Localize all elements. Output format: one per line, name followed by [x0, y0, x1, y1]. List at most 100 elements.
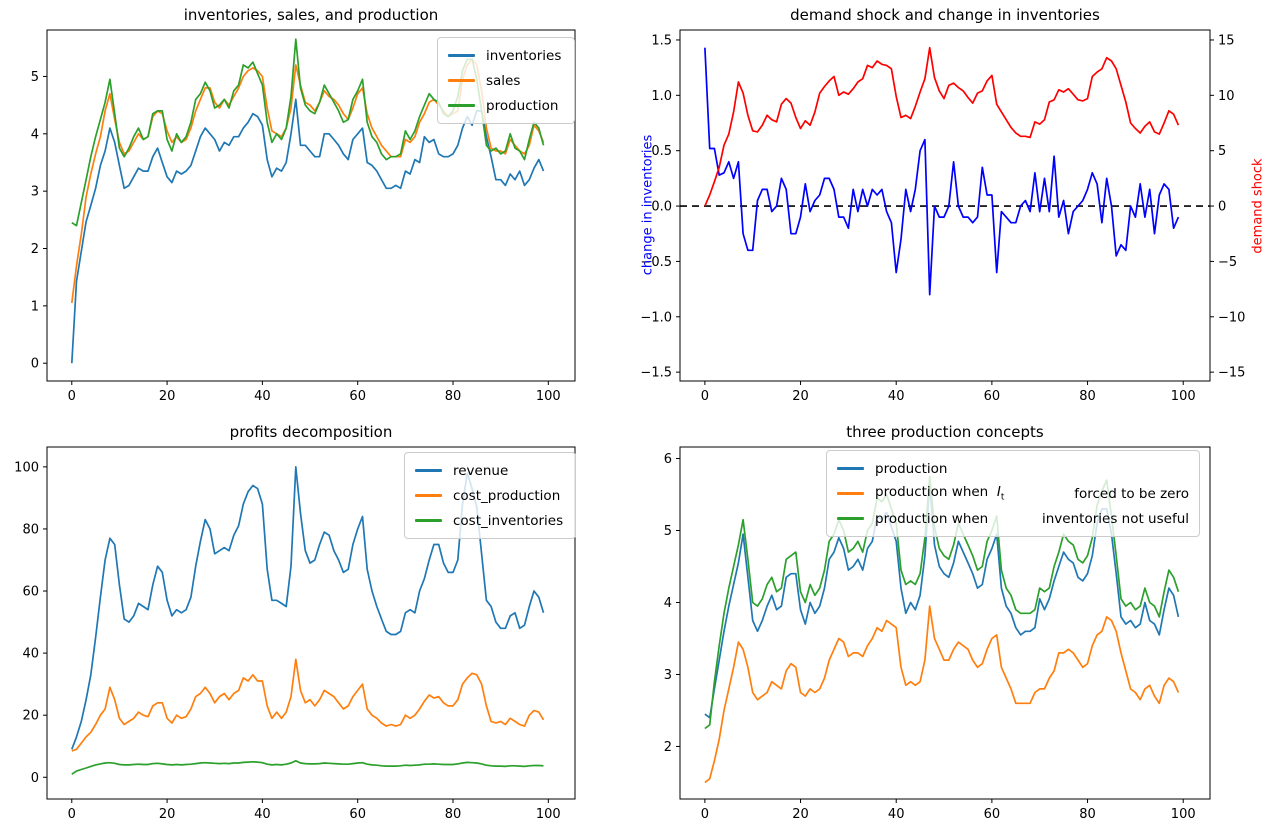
y-tick-label: 40 — [22, 647, 39, 662]
y-tick-label: −0.5 — [640, 255, 672, 270]
axes-spines — [46, 446, 576, 800]
x-tick-label: 0 — [701, 389, 709, 404]
legend-item-cost-inventories: cost_inventories — [415, 508, 565, 533]
legend-line-swatch-inventories — [448, 54, 475, 57]
y-tick-label: 2 — [31, 242, 39, 257]
legend-label: inventories — [486, 47, 562, 64]
legend-label: revenue — [453, 462, 509, 479]
chart-title-three-production-concepts: three production concepts — [846, 423, 1044, 441]
x-tick-label: 40 — [254, 389, 271, 404]
y-tick-label: 1.0 — [651, 89, 672, 104]
x-tick-label: 40 — [888, 807, 905, 822]
x-tick-label: 20 — [159, 807, 176, 822]
production-when-inventories-forced-to-be-zero-line — [704, 605, 1180, 784]
x-tick-label: 20 — [792, 807, 809, 822]
y-tick-label: 1 — [31, 299, 39, 314]
legend-line-swatch-production-not-useful — [837, 517, 864, 520]
legend-label: production when — [875, 510, 989, 527]
legend-label: production when It — [875, 484, 1005, 503]
y-tick-label: 5 — [664, 524, 672, 539]
y-axis-label-demand-shock: demand shock — [1250, 158, 1266, 254]
y-tick-label: 4 — [664, 596, 672, 611]
legend-label: production — [875, 460, 948, 477]
legend-line-swatch-production — [837, 467, 864, 470]
x-tick-label: 80 — [1079, 807, 1096, 822]
y-axis-label-change-in-inventories: change in inventories — [640, 134, 656, 276]
legend-line-swatch-revenue — [415, 469, 442, 472]
legend-line-swatch-production — [448, 104, 475, 107]
legend-bottom-right-chart: production production when It forced to … — [826, 450, 1200, 537]
legend-top-left-chart: inventories sales production — [437, 37, 575, 124]
x-tick-label: 20 — [159, 389, 176, 404]
legend-item-sales: sales — [448, 68, 564, 93]
chart-title-profits-decomposition: profits decomposition — [229, 423, 393, 441]
cost-production-line — [71, 658, 545, 752]
legend-line-swatch-production-forced-zero — [837, 492, 864, 495]
y-tick-label: 0.5 — [651, 144, 672, 159]
legend-label: cost_inventories — [453, 512, 564, 529]
y-tick-label: 0 — [31, 771, 39, 786]
x-tick-label: 80 — [445, 807, 462, 822]
chart-panel-2: 0 20 40 60 80 100 0 20 40 60 80 100 — [14, 446, 576, 822]
y-tick-label: 2 — [664, 740, 672, 755]
x-tick-label: 0 — [68, 389, 76, 404]
right-y-tick-label: 15 — [1218, 33, 1235, 48]
y-tick-label: 1.5 — [651, 33, 672, 48]
legend-item-production-inventories-not-useful: production when inventories not useful — [837, 506, 1189, 531]
legend-label: sales — [486, 72, 521, 89]
x-tick-label: 0 — [68, 807, 76, 822]
right-y-tick-label: −15 — [1218, 366, 1245, 381]
x-tick-label: 40 — [888, 389, 905, 404]
right-y-tick-label: 5 — [1218, 144, 1226, 159]
y-tick-label: 3 — [31, 185, 39, 200]
y-tick-label: 0.0 — [651, 200, 672, 215]
right-y-tick-label: −5 — [1218, 255, 1237, 270]
legend-line-swatch-sales — [448, 79, 475, 82]
legend-item-production: production — [448, 93, 564, 118]
chart-panel-3: 0 20 40 60 80 100 2 3 4 5 6 — [664, 446, 1211, 822]
legend-label: cost_production — [453, 487, 561, 504]
x-tick-label: 20 — [792, 389, 809, 404]
x-tick-label: 60 — [349, 389, 366, 404]
legend-item-cost-production: cost_production — [415, 483, 565, 508]
x-tick-label: 60 — [984, 807, 1001, 822]
y-tick-label: 20 — [22, 709, 39, 724]
y-tick-label: −1.5 — [640, 366, 672, 381]
chart-title-demand-shock: demand shock and change in inventories — [790, 6, 1100, 24]
y-tick-label: 5 — [31, 70, 39, 85]
legend-line-swatch-cost-inventories — [415, 519, 442, 522]
y-tick-label: 4 — [31, 127, 39, 142]
legend-item-inventories: inventories — [448, 43, 564, 68]
math-sub-t: t — [1000, 492, 1005, 503]
x-tick-label: 100 — [536, 389, 561, 404]
y-tick-label: −1.0 — [640, 310, 672, 325]
chart-panel-0: 0 20 40 60 80 100 0 1 2 3 4 5 — [31, 29, 576, 404]
legend-label: production — [486, 97, 559, 114]
legend-item-production-forced-zero: production when It forced to be zero — [837, 481, 1189, 506]
change-in-inventories-line — [704, 47, 1180, 296]
right-y-tick-label: −10 — [1218, 310, 1245, 325]
x-tick-label: 40 — [254, 807, 271, 822]
axes-spines — [679, 29, 1211, 382]
cost-inventories-line — [71, 759, 544, 775]
demand-shock-line — [704, 46, 1180, 207]
x-tick-label: 60 — [349, 807, 366, 822]
y-tick-label: 6 — [664, 452, 672, 467]
chart-title-inventories-sales-production: inventories, sales, and production — [183, 6, 439, 24]
x-tick-label: 100 — [1171, 807, 1196, 822]
y-tick-label: 60 — [22, 585, 39, 600]
axes-spines — [679, 446, 1211, 800]
legend-line-swatch-cost-production — [415, 494, 442, 497]
legend-item-revenue: revenue — [415, 458, 565, 483]
y-tick-label: 0 — [31, 357, 39, 372]
x-tick-label: 60 — [984, 389, 1001, 404]
legend-item-production: production — [837, 456, 1189, 481]
x-tick-label: 100 — [1171, 389, 1196, 404]
y-tick-label: 100 — [14, 460, 39, 475]
right-y-tick-label: 10 — [1218, 89, 1235, 104]
chart-panel-1: 0 20 40 60 80 100−1.5−1.0−0.50.00.51.01.5−15−… — [640, 29, 1245, 404]
y-tick-label: 80 — [22, 522, 39, 537]
right-y-tick-label: 0 — [1218, 200, 1226, 215]
